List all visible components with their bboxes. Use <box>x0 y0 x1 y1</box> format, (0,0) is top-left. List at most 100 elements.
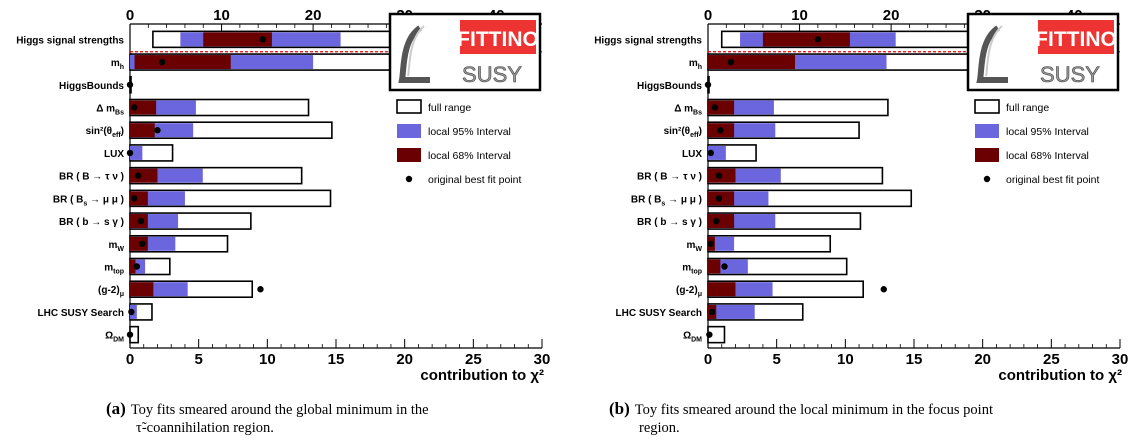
best-fit-point <box>137 217 145 225</box>
row-label: mtop <box>104 263 124 276</box>
top-tick-label: 20 <box>883 7 900 24</box>
best-fit-point <box>130 104 138 111</box>
row-label: LHC SUSY Search <box>37 308 124 319</box>
top-tick-label: 10 <box>791 7 808 24</box>
best-fit-point <box>126 81 134 88</box>
x-tick-label: 5 <box>194 351 202 368</box>
legend-best-fit-label: original best fit point <box>428 174 521 186</box>
x-tick-label: 0 <box>126 351 134 368</box>
interval68-bar <box>708 259 721 274</box>
x-tick-label: 20 <box>396 351 413 368</box>
logo-red-block <box>460 20 536 54</box>
row-label: Δ mBs <box>96 104 124 117</box>
row-label: BR ( B → τ ν ) <box>637 172 702 183</box>
interval68-bar <box>130 168 158 183</box>
interval68-bar <box>203 32 272 47</box>
row-label: (g-2)μ <box>676 285 702 298</box>
x-axis-title: contribution to χ² <box>998 367 1122 384</box>
x-tick-label: 5 <box>772 351 780 368</box>
x-tick-label: 10 <box>837 351 854 368</box>
interval68-bar <box>130 259 136 274</box>
row-label: LHC SUSY Search <box>615 308 702 319</box>
best-fit-point <box>880 286 887 293</box>
best-fit-point <box>707 240 714 247</box>
x-axis-title: contribution to χ² <box>420 367 544 384</box>
logo-word-susy: SUSY <box>1040 62 1100 87</box>
legend-interval95-label: local 95% Interval <box>1006 126 1089 138</box>
interval68-bar <box>708 55 795 70</box>
best-fit-point <box>154 127 161 134</box>
best-fit-point <box>707 149 714 157</box>
interval68-bar <box>762 32 850 47</box>
interval68-bar <box>708 282 736 297</box>
chart-panel-a: 051015202530010203040contribution to χ²H… <box>0 0 560 400</box>
best-fit-point <box>133 263 141 270</box>
best-fit-point <box>158 58 166 66</box>
row-label: sin²(θeff) <box>86 126 124 139</box>
fittino-logo: FITTINO SUSY <box>966 12 1120 92</box>
interval95-bar <box>130 145 143 160</box>
best-fit-point <box>814 36 822 43</box>
best-fit-point <box>713 217 720 225</box>
interval68-bar <box>130 282 154 297</box>
legend-full-range-swatch <box>974 99 1000 114</box>
row-label: ΩDM <box>105 331 124 344</box>
logo-l-glyph <box>398 25 430 83</box>
caption-b-line1: Toy fits smeared around the local minimu… <box>634 402 993 418</box>
best-fit-point <box>711 104 719 111</box>
x-tick-label: 30 <box>534 351 551 368</box>
chart-panel-b: 051015202530010203040contribution to χ²H… <box>578 0 1138 400</box>
legend-best-fit-swatch <box>983 175 991 183</box>
best-fit-point <box>727 58 735 66</box>
x-tick-label: 20 <box>974 351 991 368</box>
legend-interval68-swatch <box>397 148 421 162</box>
best-fit-point <box>715 172 723 179</box>
legend-interval68-swatch <box>975 148 999 162</box>
legend-interval95-swatch <box>397 124 421 138</box>
x-tick-label: 15 <box>328 351 345 368</box>
caption-b-line2: region. <box>639 420 680 436</box>
logo-word-fittino: FITTINO <box>1035 28 1117 51</box>
row-label: Higgs signal strengths <box>16 35 124 46</box>
interval95-bar <box>708 304 755 319</box>
best-fit-point <box>717 127 724 134</box>
top-tick-label: 0 <box>704 7 712 24</box>
logo-word-fittino: FITTINO <box>457 28 539 51</box>
best-fit-point <box>706 331 713 338</box>
interval68-bar <box>130 100 157 115</box>
top-tick-label: 0 <box>126 7 134 24</box>
interval95-bar <box>708 145 726 160</box>
row-label: mtop <box>682 263 702 276</box>
x-tick-label: 25 <box>465 351 482 368</box>
legend-full-range-label: full range <box>1006 102 1049 114</box>
row-label: mh <box>111 58 124 71</box>
top-tick-label: 10 <box>213 7 230 24</box>
caption-b: (b) Toy fits smeared around the local min… <box>609 400 1139 437</box>
row-label: BR ( B → τ ν ) <box>59 172 124 183</box>
row-label: mh <box>689 58 702 71</box>
row-label: (g-2)μ <box>98 285 124 298</box>
row-label: mW <box>686 240 702 253</box>
row-label: BR ( Bs → μ μ ) <box>631 194 702 207</box>
row-label: ΩDM <box>683 331 702 344</box>
x-tick-label: 10 <box>259 351 276 368</box>
best-fit-point <box>139 240 146 247</box>
best-fit-point <box>708 308 716 316</box>
legend-interval95-swatch <box>975 124 999 138</box>
best-fit-point <box>135 172 142 179</box>
legend-interval68-label: local 68% Interval <box>1006 150 1089 162</box>
legend-interval68-label: local 68% Interval <box>428 150 511 162</box>
top-tick-label: 20 <box>305 7 322 24</box>
legend-full-range-label: full range <box>428 102 471 114</box>
chart-a-svg: 051015202530010203040contribution to χ²H… <box>16 7 551 384</box>
logo-l-shadow <box>407 25 425 77</box>
legend-best-fit-swatch <box>405 175 413 183</box>
x-tick-label: 25 <box>1043 351 1060 368</box>
row-label: BR ( b → s γ ) <box>637 217 702 228</box>
caption-a-line2: τ̃-coannihilation region. <box>136 420 274 436</box>
interval68-bar <box>130 123 155 138</box>
interval68-bar <box>130 191 148 206</box>
best-fit-point <box>259 36 266 43</box>
row-label: LUX <box>104 149 124 160</box>
best-fit-point <box>704 81 712 88</box>
